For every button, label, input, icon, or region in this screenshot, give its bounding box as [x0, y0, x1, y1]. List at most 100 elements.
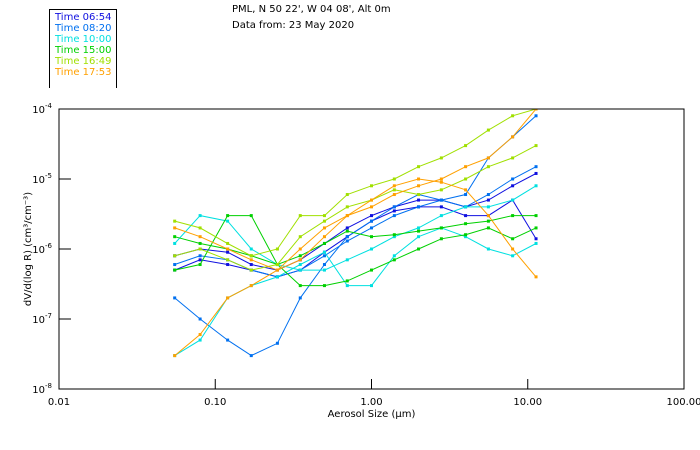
series-line — [174, 178, 537, 356]
data-point — [298, 263, 302, 267]
series-line — [174, 227, 537, 357]
data-point — [322, 214, 326, 218]
x-tick-label: 0.01 — [48, 397, 70, 408]
legend-entry: Time 10:00 — [55, 34, 112, 45]
data-point — [417, 229, 421, 233]
legend-entry: Time 15:00 — [55, 45, 112, 56]
data-point — [298, 214, 302, 218]
data-point — [322, 226, 326, 230]
y-tick-label: 10-7 — [32, 312, 52, 326]
data-point — [417, 165, 421, 169]
data-point — [370, 214, 373, 218]
x-tick-label: 1.00 — [360, 397, 382, 408]
y-tick-label: 10-6 — [32, 242, 52, 256]
data-point — [275, 247, 279, 251]
data-point — [322, 250, 326, 254]
data-point — [322, 241, 326, 245]
data-point — [534, 109, 538, 111]
data-point — [345, 284, 349, 288]
legend-entry: Time 08:20 — [55, 23, 112, 34]
series-line — [174, 215, 536, 266]
data-point — [198, 338, 202, 342]
data-point — [322, 284, 326, 288]
data-point — [173, 296, 177, 300]
legend-entry: Time 17:53 — [55, 67, 112, 78]
y-tick-label: 10-8 — [32, 382, 52, 396]
data-point — [417, 205, 421, 209]
data-point — [173, 254, 177, 258]
data-point — [511, 135, 515, 139]
data-point — [198, 317, 202, 321]
data-point — [439, 237, 443, 241]
data-point — [249, 258, 253, 262]
data-point — [392, 214, 396, 218]
data-point — [464, 222, 468, 226]
data-point — [322, 219, 326, 223]
data-point — [298, 268, 302, 272]
data-point — [511, 198, 515, 202]
series-line — [174, 185, 537, 271]
data-point — [392, 205, 396, 209]
data-point — [173, 268, 177, 272]
data-point — [322, 235, 326, 239]
data-point — [534, 237, 538, 241]
data-point — [345, 214, 349, 218]
data-point — [486, 226, 490, 230]
data-point — [392, 209, 396, 213]
data-point — [464, 188, 468, 192]
legend: Time 06:54 Time 08:20 Time 10:00 Time 15:00… — [49, 9, 117, 88]
data-point — [322, 268, 326, 272]
data-point — [173, 226, 177, 230]
data-point — [439, 198, 443, 202]
data-point — [370, 284, 373, 288]
data-point — [534, 275, 538, 279]
data-point — [198, 263, 202, 267]
data-point — [226, 219, 230, 223]
data-point — [345, 239, 349, 243]
data-point — [198, 333, 202, 337]
data-point — [392, 235, 396, 239]
data-point — [173, 354, 177, 358]
data-point — [345, 229, 349, 233]
data-point — [370, 198, 373, 202]
data-point — [173, 263, 177, 267]
x-tick-label: 100.00 — [667, 397, 700, 408]
data-point — [464, 205, 468, 209]
data-point — [534, 171, 538, 175]
data-point — [345, 279, 349, 283]
data-point — [198, 226, 202, 230]
x-tick-label: 0.10 — [204, 397, 226, 408]
data-point — [417, 193, 421, 197]
data-point — [392, 193, 396, 197]
data-point — [417, 177, 421, 181]
chart-subtitle: Data from: 23 May 2020 — [232, 20, 355, 31]
data-point — [511, 184, 515, 188]
data-point — [392, 184, 396, 188]
data-point — [370, 268, 373, 272]
data-point — [534, 184, 538, 188]
series-line — [174, 215, 537, 287]
data-point — [275, 341, 279, 345]
data-point — [345, 235, 349, 239]
data-point — [511, 254, 515, 258]
data-point — [275, 268, 279, 272]
data-point — [249, 263, 253, 267]
data-point — [298, 235, 302, 239]
data-point — [298, 296, 302, 300]
series-line — [174, 173, 537, 271]
data-point — [226, 338, 230, 342]
data-point — [511, 214, 515, 218]
data-point — [511, 247, 515, 251]
data-point — [439, 180, 443, 184]
data-point — [534, 165, 538, 169]
data-point — [464, 235, 468, 239]
data-point — [464, 165, 468, 169]
data-point — [345, 258, 349, 262]
data-point — [322, 254, 326, 258]
data-point — [417, 235, 421, 239]
data-point — [370, 184, 373, 188]
data-point — [511, 177, 515, 181]
data-point — [439, 214, 443, 218]
series-line — [174, 166, 537, 357]
